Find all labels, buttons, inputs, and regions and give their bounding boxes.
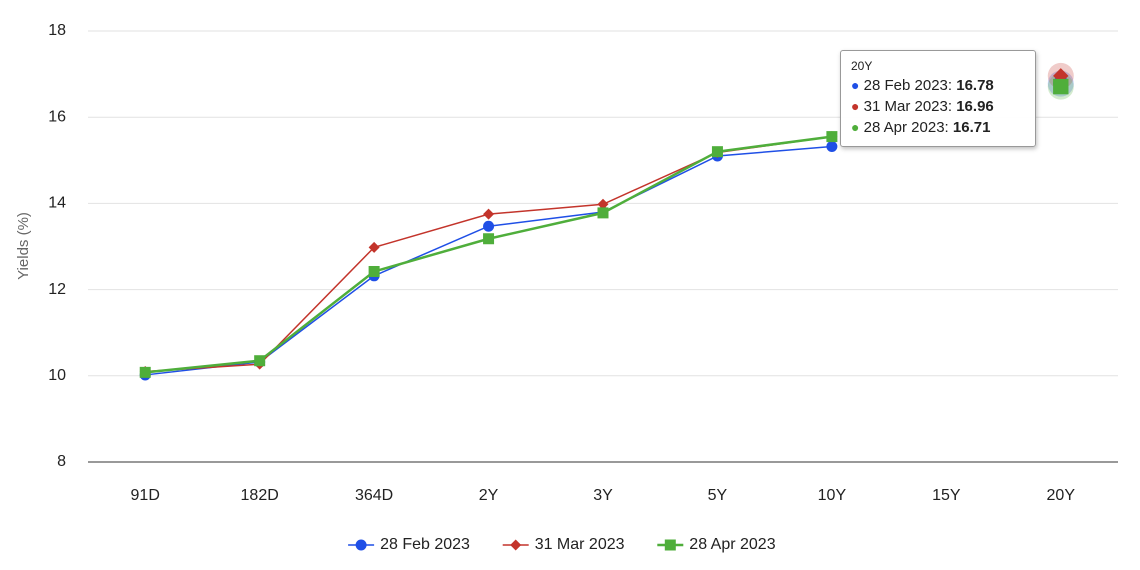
point-group (254, 355, 266, 367)
point (711, 146, 723, 158)
point-group (1053, 78, 1069, 95)
legend-marker (355, 539, 367, 551)
tooltip-dot: ● (851, 98, 860, 114)
x-tick-label: 3Y (593, 487, 613, 504)
y-tick-label: 10 (48, 367, 66, 384)
x-tick-label: 20Y (1047, 487, 1076, 504)
point (483, 220, 495, 232)
point (597, 207, 609, 219)
point-group (483, 233, 495, 245)
point-group (483, 220, 495, 232)
point-group (711, 146, 723, 158)
y-tick-label: 8 (57, 453, 66, 470)
y-tick-label: 14 (48, 195, 66, 212)
point-group (483, 208, 495, 220)
legend-marker (510, 539, 522, 551)
legend-label: 28 Apr 2023 (689, 536, 775, 553)
tooltip-separator: : (944, 119, 949, 136)
tooltip-separator: : (947, 98, 953, 115)
point (483, 208, 495, 220)
point (597, 198, 609, 210)
point-group (368, 241, 380, 253)
tooltip-separator: : (947, 77, 953, 94)
x-tick-label: 10Y (818, 487, 847, 504)
point-group (368, 265, 380, 277)
x-tick-label: 91D (131, 487, 160, 504)
point-group (597, 198, 609, 210)
point-group (826, 141, 838, 153)
point (368, 265, 380, 277)
x-tick-label: 5Y (708, 487, 728, 504)
point (254, 355, 266, 367)
tooltip-row: ● 28 Apr 2023: 16.71 (851, 117, 1025, 138)
y-tick-label: 12 (48, 281, 66, 298)
y-tick-label: 18 (48, 22, 66, 39)
tooltip: 20Y ● 28 Feb 2023: 16.78 ● 31 Mar 2023: 16… (840, 50, 1036, 147)
tooltip-series: 28 Apr 2023 (863, 119, 945, 136)
point (1053, 78, 1069, 95)
x-tick-label: 2Y (479, 487, 499, 504)
tooltip-row: ● 31 Mar 2023: 16.96 (851, 96, 1025, 117)
legend-marker (664, 539, 676, 551)
tooltip-value: 16.71 (952, 119, 991, 136)
legend-label: 28 Feb 2023 (380, 536, 470, 553)
point (826, 131, 838, 143)
x-tick-label: 364D (355, 487, 393, 504)
tooltip-dot: ● (851, 119, 860, 135)
point (826, 141, 838, 153)
y-axis-label: Yields (%) (15, 212, 32, 280)
legend-label: 31 Mar 2023 (535, 536, 625, 553)
point (483, 233, 495, 245)
point (368, 241, 380, 253)
tooltip-series: 31 Mar 2023 (863, 98, 948, 115)
tooltip-series: 28 Feb 2023 (863, 77, 948, 94)
tooltip-value: 16.78 (956, 77, 994, 94)
x-tick-label: 15Y (932, 487, 961, 504)
point (139, 366, 151, 378)
tooltip-row: ● 28 Feb 2023: 16.78 (851, 75, 1025, 96)
tooltip-value: 16.96 (956, 98, 994, 115)
tooltip-dot: ● (851, 77, 860, 93)
x-tick-label: 182D (241, 487, 279, 504)
y-tick-label: 16 (48, 108, 66, 125)
point-group (139, 366, 151, 378)
point-group (826, 131, 838, 143)
tooltip-category: 20Y (851, 59, 873, 73)
point-group (597, 207, 609, 219)
